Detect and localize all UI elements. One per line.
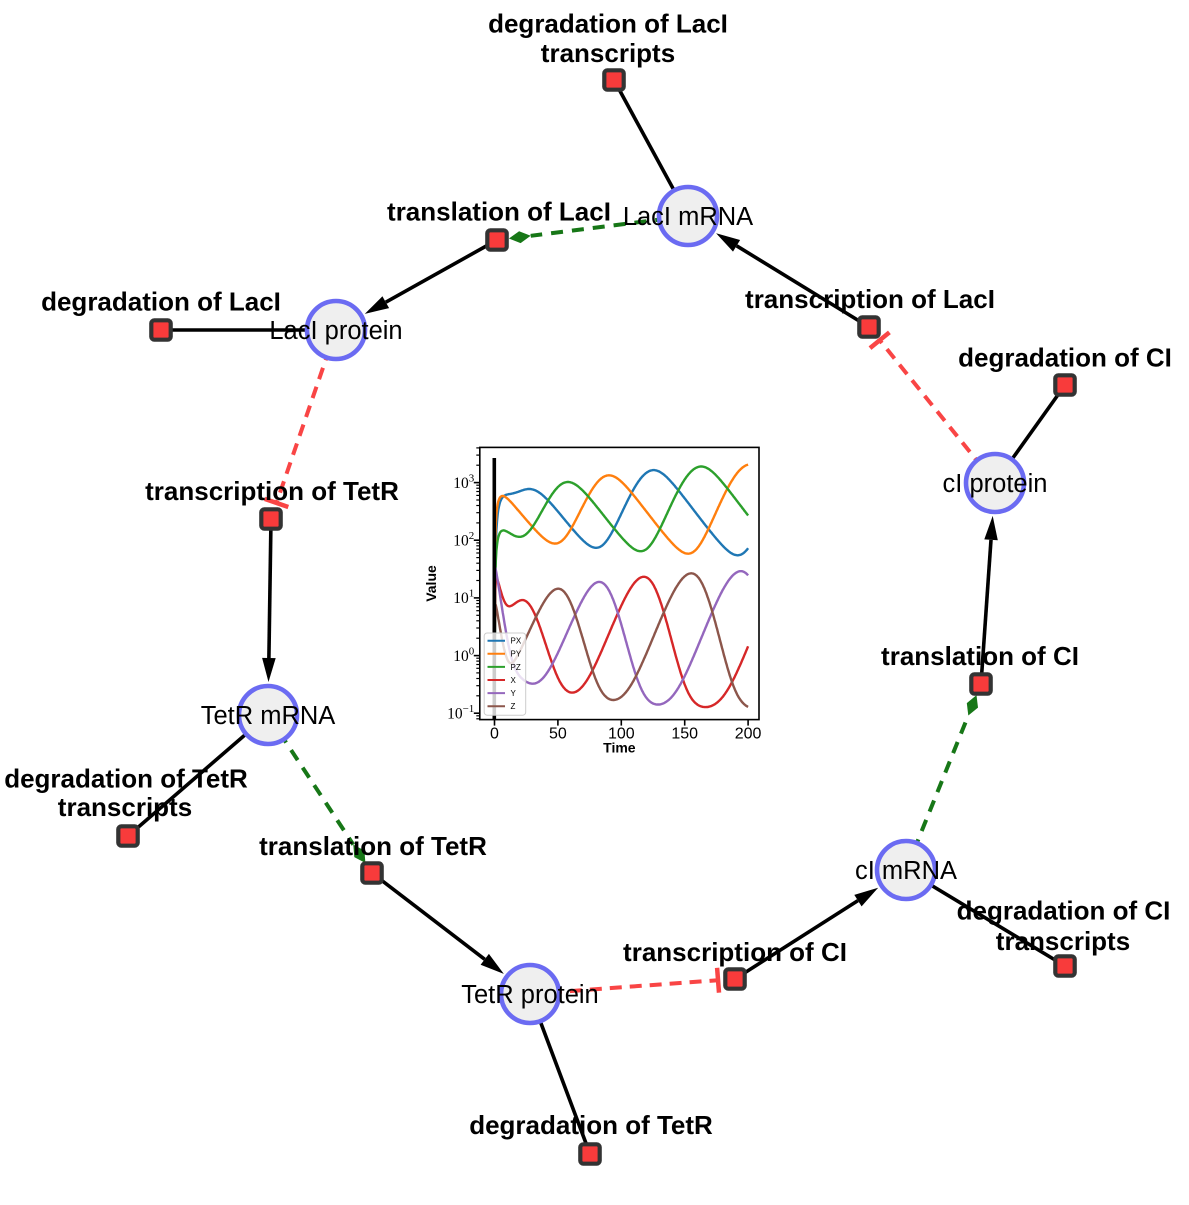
svg-text:PZ: PZ	[511, 663, 521, 672]
svg-text:translation of TetR: translation of TetR	[259, 831, 487, 861]
svg-text:PX: PX	[511, 637, 522, 646]
svg-text:transcription of CI: transcription of CI	[623, 937, 847, 967]
svg-text:translation of LacI: translation of LacI	[387, 197, 611, 227]
svg-text:Y: Y	[511, 689, 517, 698]
svg-text:cI mRNA: cI mRNA	[855, 857, 957, 885]
svg-text:transcripts: transcripts	[541, 38, 675, 68]
svg-text:Time: Time	[603, 740, 636, 756]
svg-text:TetR protein: TetR protein	[461, 981, 599, 1009]
svg-text:PY: PY	[511, 650, 522, 659]
svg-text:degradation of TetR: degradation of TetR	[469, 1110, 713, 1140]
svg-text:50: 50	[549, 726, 567, 743]
svg-text:transcripts: transcripts	[996, 926, 1130, 956]
svg-text:200: 200	[735, 726, 762, 743]
svg-text:translation of CI: translation of CI	[881, 641, 1079, 671]
svg-text:degradation of LacI: degradation of LacI	[41, 287, 281, 317]
svg-text:degradation of CI: degradation of CI	[957, 896, 1171, 926]
svg-text:LacI mRNA: LacI mRNA	[623, 203, 753, 231]
svg-text:Z: Z	[511, 702, 516, 711]
svg-text:transcripts: transcripts	[58, 792, 192, 822]
svg-text:X: X	[511, 676, 517, 685]
svg-text:TetR mRNA: TetR mRNA	[201, 702, 336, 730]
svg-text:150: 150	[671, 726, 698, 743]
svg-text:transcription of LacI: transcription of LacI	[745, 284, 995, 314]
svg-text:cI protein: cI protein	[943, 470, 1048, 498]
svg-text:100: 100	[608, 726, 635, 743]
svg-text:degradation of TetR: degradation of TetR	[4, 764, 248, 794]
svg-text:degradation of CI: degradation of CI	[958, 343, 1172, 373]
svg-text:Value: Value	[423, 565, 439, 602]
svg-text:0: 0	[490, 726, 499, 743]
svg-text:transcription of TetR: transcription of TetR	[145, 476, 399, 506]
svg-text:LacI protein: LacI protein	[269, 317, 402, 345]
svg-text:degradation of LacI: degradation of LacI	[488, 9, 728, 39]
